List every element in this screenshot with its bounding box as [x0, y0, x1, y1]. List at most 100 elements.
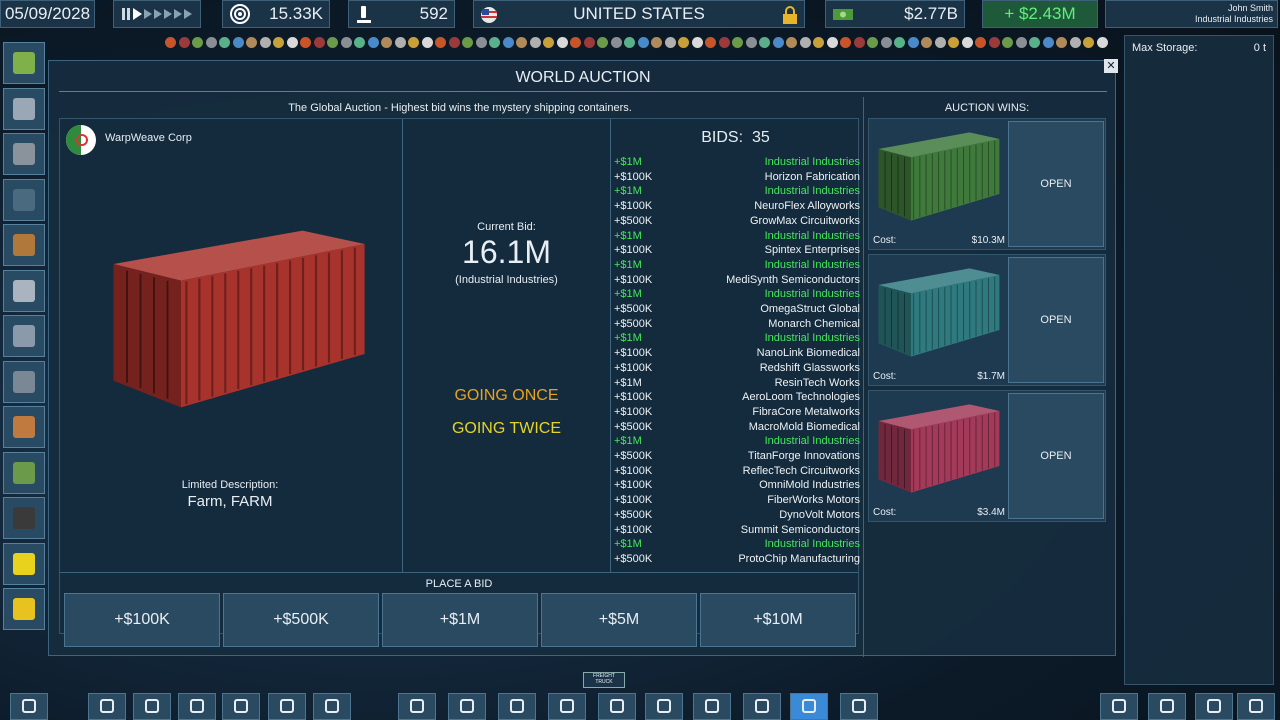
- bidder-name: GrowMax Circuitworks: [749, 214, 860, 227]
- bidder-name: MediSynth Semiconductors: [726, 273, 860, 286]
- sidebar-button[interactable]: [3, 315, 45, 357]
- open-button[interactable]: OPEN: [1008, 257, 1104, 383]
- bidder-name: FiberWorks Motors: [767, 494, 860, 507]
- bid-button[interactable]: +$100K: [64, 593, 220, 647]
- bid-button[interactable]: +$10M: [700, 593, 856, 647]
- toolbar-button[interactable]: [498, 693, 536, 720]
- container-end-shade: [113, 264, 181, 408]
- bid-amount: +$100K: [614, 347, 653, 360]
- resource-icon: [394, 37, 406, 48]
- sidebar-button[interactable]: [3, 87, 45, 130]
- bid-button[interactable]: +$500K: [223, 593, 379, 647]
- bids-label: BIDS:: [701, 129, 744, 146]
- bid-row: +$100K Spintex Enterprises: [614, 244, 860, 258]
- toolbar-icon: [280, 699, 294, 713]
- country-name: UNITED STATES: [573, 4, 705, 23]
- resource-icon: [651, 37, 662, 48]
- bid-row: +$1M Industrial Industries: [614, 288, 860, 302]
- bidder-name: Monarch Chemical: [768, 317, 860, 330]
- bidder-name: Industrial Industries: [764, 185, 860, 198]
- storage-label: Max Storage:: [1132, 42, 1198, 54]
- bidder-name: Redshift Glassworks: [759, 361, 860, 374]
- sidebar-button[interactable]: [3, 588, 45, 630]
- player-info[interactable]: John Smith Industrial Industries: [1105, 0, 1278, 28]
- sidebar-button[interactable]: [3, 497, 45, 539]
- toolbar-button[interactable]: [598, 693, 636, 720]
- sidebar-button[interactable]: [3, 360, 45, 403]
- toolbar-button[interactable]: [133, 693, 171, 720]
- bidder-name: ReflecTech Circuitworks: [742, 464, 860, 477]
- open-button[interactable]: OPEN: [1008, 393, 1104, 519]
- bid-row: +$1M Industrial Industries: [614, 230, 860, 244]
- sidebar-icon: [13, 325, 35, 347]
- player-company: Industrial Industries: [1194, 14, 1273, 24]
- toolbar-icon: [234, 699, 248, 713]
- toolbar-icon: [560, 699, 574, 713]
- bid-row: +$100K AeroLoom Technologies: [614, 391, 860, 405]
- bid-row: +$500K DynoVolt Motors: [614, 509, 860, 523]
- toolbar-icon: [410, 699, 424, 713]
- toolbar-button[interactable]: [693, 693, 731, 720]
- country[interactable]: UNITED STATES: [473, 0, 805, 28]
- sidebar-icon: [13, 234, 35, 256]
- toolbar-icon: [1249, 699, 1263, 713]
- sidebar-button[interactable]: [3, 178, 45, 221]
- toolbar-button[interactable]: [10, 693, 48, 720]
- open-button[interactable]: OPEN: [1008, 121, 1104, 247]
- toolbar-button[interactable]: [222, 693, 260, 720]
- player-name: John Smith: [1227, 3, 1273, 13]
- toolbar-button[interactable]: [178, 693, 216, 720]
- toolbar-button[interactable]: [1237, 693, 1275, 720]
- current-bid: 16.1M: [462, 234, 551, 270]
- toolbar-button[interactable]: [1148, 693, 1186, 720]
- sidebar-button[interactable]: [3, 224, 45, 266]
- close-button[interactable]: ✕: [1104, 59, 1118, 73]
- map-unit[interactable]: FREIGHT TRUCK: [583, 672, 625, 688]
- bid-button[interactable]: +$5M: [541, 593, 697, 647]
- toolbar-button[interactable]: [88, 693, 126, 720]
- toolbar-icon: [705, 699, 719, 713]
- toolbar-button[interactable]: [548, 693, 586, 720]
- resource-icon: [273, 37, 284, 48]
- toolbar-button[interactable]: [398, 693, 436, 720]
- resource-icon: [462, 37, 473, 48]
- bidder-name: AeroLoom Technologies: [742, 391, 860, 404]
- bidder-name: Spintex Enterprises: [764, 244, 860, 257]
- bid-row: +$500K ProtoChip Manufacturing: [614, 553, 860, 567]
- resource-icon: [367, 37, 379, 48]
- bidder-name: ResinTech Works: [774, 376, 860, 389]
- speed-icons: [122, 8, 192, 20]
- toolbar-button[interactable]: [313, 693, 351, 720]
- toolbar-button[interactable]: [840, 693, 878, 720]
- resource-icon: [759, 37, 770, 48]
- toolbar-button[interactable]: [645, 693, 683, 720]
- container-end: [878, 149, 911, 221]
- main-container: [113, 230, 365, 408]
- toolbar-button[interactable]: [1195, 693, 1233, 720]
- resource-icon: [1096, 37, 1108, 48]
- container-side: [911, 411, 1000, 493]
- toolbar-button[interactable]: [268, 693, 306, 720]
- toolbar-button[interactable]: [448, 693, 486, 720]
- sidebar-button[interactable]: [3, 133, 45, 175]
- sidebar-button[interactable]: [3, 42, 45, 84]
- lock-icon: [783, 6, 797, 24]
- win-card: Cost: $1.7M OPEN: [868, 254, 1106, 386]
- resource-icon: [178, 37, 190, 48]
- current-bid-label: Current Bid:: [477, 221, 536, 233]
- toolbar-button[interactable]: [790, 693, 828, 720]
- sidebar-button[interactable]: [3, 451, 45, 494]
- sidebar-button[interactable]: [3, 269, 45, 312]
- bid-button[interactable]: +$1M: [382, 593, 538, 647]
- sidebar-icon: [13, 97, 35, 120]
- toolbar-button[interactable]: [1100, 693, 1138, 720]
- bid-row: +$1M Industrial Industries: [614, 435, 860, 449]
- cost-value: $3.4M: [977, 507, 1005, 518]
- sidebar-button[interactable]: [3, 406, 45, 448]
- container-top-shade: [878, 404, 1000, 430]
- speed-control[interactable]: [113, 0, 201, 28]
- sidebar-button[interactable]: [3, 542, 45, 585]
- bids-header: BIDS: 35: [611, 129, 860, 147]
- bid-amount: +$100K: [614, 464, 653, 477]
- toolbar-button[interactable]: [743, 693, 781, 720]
